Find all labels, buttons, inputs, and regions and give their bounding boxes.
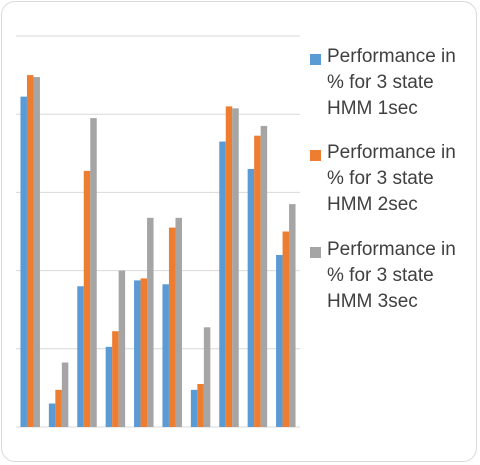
bar-series-2-group-4 (112, 331, 119, 427)
bar-series-1-group-7 (190, 389, 198, 427)
legend-item-3sec: Performance in % for 3 state HMM 3sec (310, 237, 475, 315)
bar-series-2-group-9 (254, 135, 261, 427)
legend-item-2sec: Performance in % for 3 state HMM 2sec (310, 140, 475, 218)
bar-series-1-group-5 (134, 280, 141, 428)
bar-series-1-group-3 (77, 286, 84, 427)
bar-series-1-group-4 (105, 346, 113, 427)
bar-series-1-group-1 (20, 96, 27, 428)
bar-series-2-group-6 (168, 227, 176, 427)
bar-series-1-group-6 (162, 284, 169, 427)
legend-swatch-1sec (310, 54, 321, 65)
bar-series-3-group-9 (260, 125, 268, 428)
bar-series-3-group-1 (33, 77, 40, 427)
bar-series-3-group-4 (118, 270, 126, 427)
bar-series-1-group-9 (247, 168, 255, 427)
bar-series-3-group-2 (61, 362, 69, 427)
bar-series-1-group-10 (276, 254, 283, 427)
bar-series-2-group-7 (197, 383, 204, 427)
bar-series-2-group-10 (282, 231, 290, 427)
bar-series-3-group-7 (203, 327, 211, 427)
bar-series-3-group-8 (232, 108, 239, 427)
legend-swatch-3sec (310, 247, 321, 258)
legend-swatch-2sec (310, 150, 321, 161)
bar-series-3-group-6 (175, 217, 182, 427)
bar-series-1-group-2 (48, 403, 56, 427)
bar-series-2-group-1 (26, 75, 34, 427)
bar-series-3-group-5 (147, 217, 154, 427)
legend-label-1sec: Performance in % for 3 state HMM 1sec (327, 46, 456, 119)
bar-series-3-group-10 (289, 204, 296, 427)
legend-label-3sec: Performance in % for 3 state HMM 3sec (327, 239, 456, 312)
bars (20, 75, 296, 428)
bar-series-2-group-8 (225, 106, 233, 427)
legend-label-2sec: Performance in % for 3 state HMM 2sec (327, 142, 456, 215)
bar-series-3-group-3 (90, 118, 97, 428)
legend: Performance in % for 3 state HMM 1sec Pe… (310, 44, 475, 333)
legend-item-1sec: Performance in % for 3 state HMM 1sec (310, 44, 475, 122)
bar-series-2-group-2 (55, 389, 62, 427)
bar-series-1-group-8 (219, 141, 226, 427)
bar-series-2-group-3 (83, 170, 91, 427)
bar-series-2-group-5 (140, 278, 148, 427)
